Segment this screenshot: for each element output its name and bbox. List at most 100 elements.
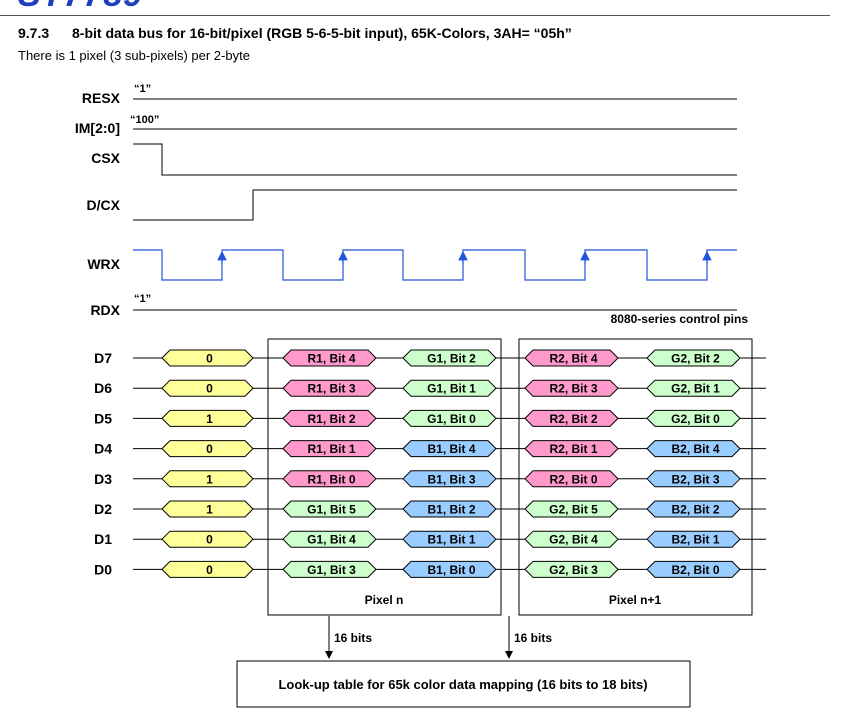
bus-cell-label-p1b: B1, Bit 3 xyxy=(427,472,475,486)
bus-cell-p1a xyxy=(282,500,377,518)
rdx-value-note: “1” xyxy=(134,293,151,305)
resx-value-note: “1” xyxy=(134,83,151,95)
signal-label-wrx: WRX xyxy=(87,256,120,272)
bus-cell-label-p1a: R1, Bit 2 xyxy=(307,412,355,426)
bus-cell-p2a xyxy=(524,440,619,458)
section-title: 8-bit data bus for 16-bit/pixel (RGB 5-6… xyxy=(72,25,572,41)
bus-cell-p2b xyxy=(646,349,741,367)
bus-cell-p2a xyxy=(524,409,619,427)
title-rule xyxy=(0,15,830,16)
data-line-label-d6: D6 xyxy=(94,380,112,396)
section-number: 9.7.3 xyxy=(18,25,50,41)
bus-cell-label-cmd: 1 xyxy=(206,412,213,426)
bus-cell-cmd xyxy=(161,560,254,578)
bus-cell-label-p1b: G1, Bit 2 xyxy=(427,352,476,366)
bus-cell-p2b xyxy=(646,379,741,397)
bus-cell-label-p1a: G1, Bit 3 xyxy=(307,563,356,577)
bus-width-label-1: 16 bits xyxy=(334,631,372,645)
bus-cell-label-p1a: R1, Bit 4 xyxy=(307,352,355,366)
bus-cell-p2b xyxy=(646,470,741,488)
bus-cell-label-p2b: G2, Bit 0 xyxy=(671,412,720,426)
bus-cell-label-p2a: R2, Bit 1 xyxy=(549,442,597,456)
bus-cell-label-p1b: B1, Bit 4 xyxy=(427,442,475,456)
wrx-waveform xyxy=(133,249,737,281)
bus-cell-cmd xyxy=(161,470,254,488)
bus-cell-p1a xyxy=(282,560,377,578)
bus-cell-p1a xyxy=(282,470,377,488)
data-line-label-d1: D1 xyxy=(94,531,112,547)
bus-cell-p2a xyxy=(524,349,619,367)
bus-cell-p2a xyxy=(524,379,619,397)
lut-box xyxy=(236,660,691,708)
pixel-n-box xyxy=(267,338,502,616)
bus-cell-cmd xyxy=(161,379,254,397)
bus-cell-label-p1b: B1, Bit 0 xyxy=(427,563,475,577)
control-pins-caption: 8080-series control pins xyxy=(611,312,749,326)
bus-cell-cmd xyxy=(161,530,254,548)
bus-cell-p1b xyxy=(402,379,497,397)
csx-waveform xyxy=(133,143,737,176)
signal-label-csx: CSX xyxy=(91,150,120,166)
bus-cell-label-p1a: G1, Bit 4 xyxy=(307,533,356,547)
bus-cell-label-p2b: B2, Bit 3 xyxy=(671,472,719,486)
lut-label: Look-up table for 65k color data mapping… xyxy=(278,677,647,692)
bus-cell-label-p2b: B2, Bit 1 xyxy=(671,533,719,547)
bus-cell-label-p1a: G1, Bit 5 xyxy=(307,503,356,517)
signal-label-rdx: RDX xyxy=(90,302,120,318)
pixel-n1-box xyxy=(518,338,753,616)
bus-cell-label-cmd: 0 xyxy=(206,352,213,366)
signal-label-im20: IM[2:0] xyxy=(75,120,120,136)
bus-cell-cmd xyxy=(161,500,254,518)
bus-cell-p2a xyxy=(524,560,619,578)
section-heading: 9.7.3 8-bit data bus for 16-bit/pixel (RG… xyxy=(18,25,572,41)
bus-cell-label-p2a: G2, Bit 5 xyxy=(549,503,598,517)
bus-cell-p1a xyxy=(282,409,377,427)
bus-cell-label-p2b: B2, Bit 4 xyxy=(671,442,719,456)
bus-cell-label-p1a: R1, Bit 0 xyxy=(307,472,355,486)
bus-cell-label-cmd: 0 xyxy=(206,382,213,396)
bus-cell-p1a xyxy=(282,349,377,367)
bus-cell-p1b xyxy=(402,440,497,458)
control-signals: RESX IM[2:0] CSX D/CX WRX RDX “1” “100” “1” 8080-… xyxy=(75,83,748,326)
bus-cell-label-p1a: R1, Bit 1 xyxy=(307,442,355,456)
bus-cell-label-p2a: R2, Bit 4 xyxy=(549,352,597,366)
bus-cell-p1b xyxy=(402,409,497,427)
bus-cell-label-cmd: 0 xyxy=(206,442,213,456)
document-title: ST7789 xyxy=(18,0,143,15)
bus-cell-p1b xyxy=(402,560,497,578)
bus-cell-label-p2a: G2, Bit 3 xyxy=(549,563,598,577)
bus-cell-p2a xyxy=(524,530,619,548)
pixel-n-label: Pixel n xyxy=(365,593,404,607)
signal-label-resx: RESX xyxy=(82,90,121,106)
bus-cell-p2b xyxy=(646,560,741,578)
bus-cell-cmd xyxy=(161,349,254,367)
bus-cell-p2b xyxy=(646,440,741,458)
bus-cell-p1b xyxy=(402,530,497,548)
bus-cell-p2b xyxy=(646,530,741,548)
bus-cell-label-cmd: 1 xyxy=(206,503,213,517)
bus-cell-p1b xyxy=(402,500,497,518)
bus-cell-cmd xyxy=(161,440,254,458)
bus-cell-p1a xyxy=(282,530,377,548)
bus-cell-label-p2a: G2, Bit 4 xyxy=(549,533,598,547)
bus-cell-label-p2b: B2, Bit 0 xyxy=(671,563,719,577)
data-line-label-d4: D4 xyxy=(94,441,112,457)
bus-cell-label-p2b: B2, Bit 2 xyxy=(671,503,719,517)
bus-cell-p1b xyxy=(402,470,497,488)
section-subtext: There is 1 pixel (3 sub-pixels) per 2-by… xyxy=(18,48,250,63)
bus-cell-label-p2a: R2, Bit 2 xyxy=(549,412,597,426)
signal-label-dcx: D/CX xyxy=(87,197,121,213)
data-line-label-d2: D2 xyxy=(94,501,112,517)
bus-cell-p1a xyxy=(282,440,377,458)
bus-cell-label-p1b: B1, Bit 2 xyxy=(427,503,475,517)
bus-cell-label-p2a: R2, Bit 0 xyxy=(549,472,597,486)
bus-cell-label-p2b: G2, Bit 1 xyxy=(671,382,720,396)
bus-cell-p1a xyxy=(282,379,377,397)
bus-cell-p1b xyxy=(402,349,497,367)
bus-cell-label-p2b: G2, Bit 2 xyxy=(671,352,720,366)
pixel-n1-label: Pixel n+1 xyxy=(609,593,662,607)
bus-width-label-2: 16 bits xyxy=(514,631,552,645)
lut-section: 16 bits 16 bits Look-up table for 65k colo… xyxy=(236,616,691,708)
im-value-note: “100” xyxy=(130,114,159,126)
data-bus: Pixel n Pixel n+1 D7 0 R1, Bit 4 G1, Bit 2 R2,… xyxy=(94,338,766,616)
